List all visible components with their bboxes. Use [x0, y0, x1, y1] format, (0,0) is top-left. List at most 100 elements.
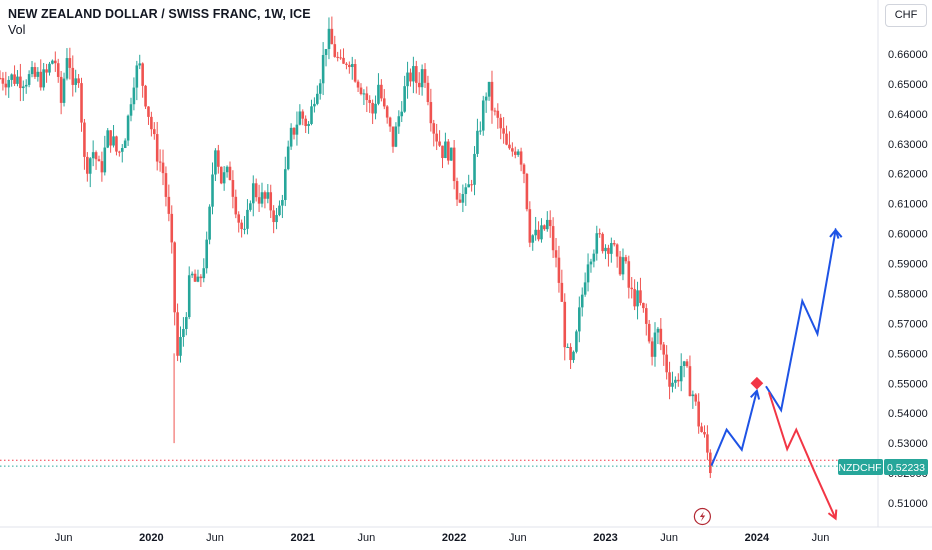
candle: [231, 170, 235, 209]
candle: [13, 65, 16, 87]
candle: [112, 125, 115, 148]
candle: [598, 228, 601, 238]
candle: [560, 269, 564, 302]
candle: [607, 244, 610, 267]
candle: [24, 79, 28, 94]
candle: [80, 77, 83, 132]
price-tick-label: 0.53000: [888, 438, 928, 450]
candle: [642, 302, 645, 313]
price-tick-label: 0.65000: [888, 79, 928, 91]
candle: [394, 122, 398, 148]
candle: [586, 253, 590, 292]
candle: [304, 115, 307, 134]
candle: [706, 425, 709, 460]
candle: [676, 373, 680, 387]
candle: [449, 147, 453, 161]
candle: [484, 92, 488, 113]
candle: [700, 422, 703, 433]
candle: [575, 329, 578, 354]
price-tick-label: 0.63000: [888, 139, 928, 151]
candle: [502, 117, 505, 144]
candle: [94, 150, 98, 170]
price-axis[interactable]: 0.66000 0.65000 0.64000 0.63000 0.62000 0.610…: [888, 49, 928, 510]
price-tick-label: 0.64000: [888, 109, 928, 121]
candle: [71, 55, 75, 97]
candle: [190, 271, 194, 278]
candle: [551, 217, 555, 258]
diamond-marker-icon[interactable]: [750, 376, 764, 390]
price-label-symbol: NZDCHF: [838, 462, 881, 474]
candle: [490, 70, 494, 124]
candle: [665, 345, 668, 380]
candle: [39, 59, 43, 91]
candle: [86, 152, 89, 182]
candle: [83, 118, 86, 170]
price-label-symbol-box: [838, 459, 883, 475]
candle: [126, 114, 130, 146]
candle: [414, 60, 418, 94]
bullish-projection-leg-2[interactable]: [765, 227, 843, 413]
candle: [217, 144, 220, 174]
candle: [365, 86, 369, 113]
candle: [234, 189, 238, 219]
price-label-value: 0.52233: [887, 462, 925, 474]
candle: [10, 73, 13, 87]
candle: [301, 109, 305, 126]
candle: [237, 211, 241, 233]
candle: [356, 79, 360, 92]
candle: [350, 56, 354, 80]
candle: [691, 390, 695, 409]
candle: [144, 84, 147, 110]
candle: [525, 172, 529, 212]
candle: [118, 150, 121, 157]
candle: [615, 243, 619, 268]
candle: [333, 35, 337, 58]
candle: [120, 144, 124, 163]
candle: [423, 63, 427, 88]
candle: [499, 113, 503, 140]
candle: [176, 303, 179, 362]
candle: [266, 184, 270, 204]
time-axis[interactable]: Jun 2020 Jun 2021 Jun 2022 Jun 2023 Jun 2024 Jun: [55, 532, 830, 544]
time-tick-label: Jun: [206, 532, 224, 544]
candle: [557, 245, 561, 293]
candle: [362, 89, 366, 106]
candle: [380, 79, 383, 102]
volume-indicator-label[interactable]: Vol: [8, 23, 26, 37]
arrowhead-icon: [750, 388, 761, 400]
bullish-projection-leg-1[interactable]: [710, 390, 758, 466]
candle: [572, 350, 575, 363]
candle: [496, 103, 500, 129]
candle: [566, 343, 569, 348]
candle: [435, 123, 438, 151]
candle: [19, 63, 22, 102]
candle: [336, 51, 339, 62]
candle: [493, 107, 497, 116]
candle: [345, 62, 348, 70]
time-tick-label: 2020: [139, 532, 163, 544]
candle: [374, 95, 377, 120]
candle: [155, 121, 159, 171]
candle: [545, 211, 549, 232]
candle: [88, 157, 92, 188]
price-tick-label: 0.66000: [888, 49, 928, 61]
price-tick-label: 0.51000: [888, 498, 928, 510]
candle: [382, 89, 386, 110]
candle: [385, 105, 389, 124]
time-tick-label: 2024: [745, 532, 770, 544]
arrowhead-icon: [829, 227, 840, 239]
currency-button[interactable]: CHF: [885, 4, 927, 27]
candle: [420, 64, 424, 96]
candle: [330, 16, 334, 45]
event-lightning-icon[interactable]: [693, 507, 712, 526]
candle: [348, 61, 351, 74]
price-tick-label: 0.61000: [888, 199, 928, 211]
candle: [397, 110, 401, 134]
candle: [321, 42, 325, 96]
bearish-projection[interactable]: [768, 391, 837, 519]
candle: [659, 318, 663, 351]
candle: [36, 67, 40, 82]
candle: [123, 138, 127, 149]
candle: [243, 216, 246, 235]
